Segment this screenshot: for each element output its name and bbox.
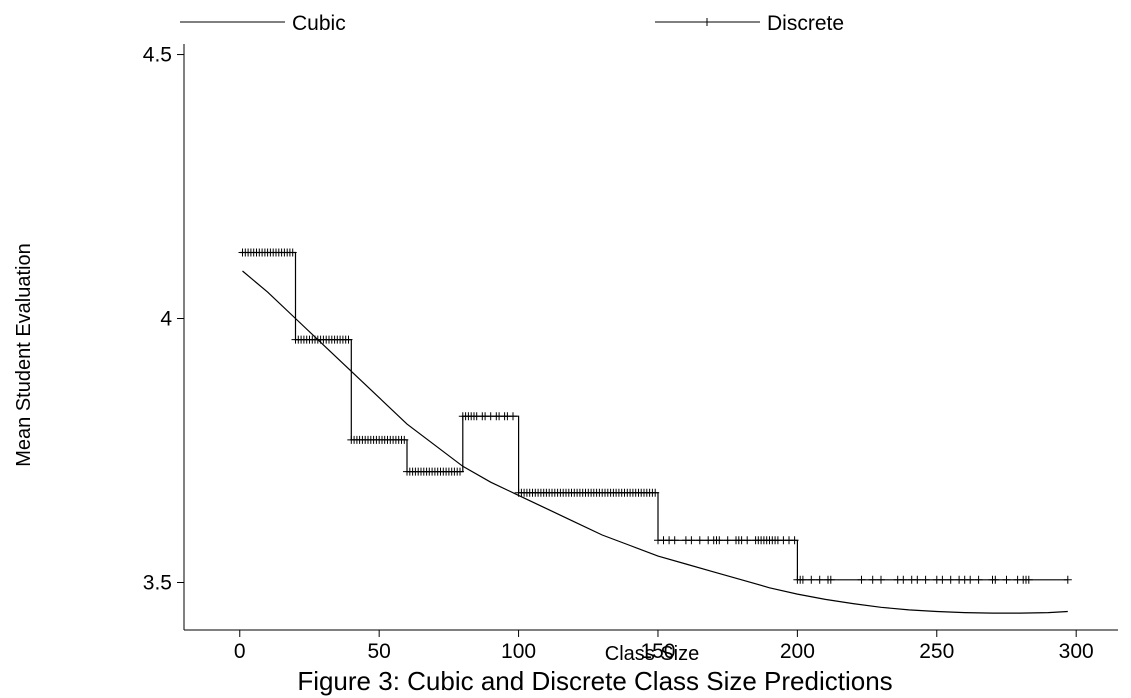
legend: Cubic Discrete xyxy=(180,12,844,35)
series-discrete-markers xyxy=(238,248,1072,584)
discrete-point xyxy=(857,575,866,584)
legend-discrete-swatch-marker xyxy=(703,18,711,26)
legend-cubic-label: Cubic xyxy=(292,12,346,35)
x-tick-label: 250 xyxy=(919,640,954,663)
discrete-point xyxy=(974,575,983,584)
y-ticks: 3.5 4 4.5 xyxy=(143,44,184,594)
x-axis-title: Class Size xyxy=(605,643,699,665)
discrete-point xyxy=(344,335,353,344)
legend-discrete-swatch xyxy=(655,18,760,26)
discrete-point xyxy=(790,536,799,545)
x-ticks: 0 50 100 150 200 250 300 xyxy=(234,630,1094,663)
discrete-point xyxy=(1063,575,1072,584)
series-cubic-line xyxy=(242,270,1068,614)
discrete-point xyxy=(946,575,955,584)
discrete-point xyxy=(991,575,1000,584)
discrete-point xyxy=(651,488,660,497)
discrete-point xyxy=(1002,575,1011,584)
x-tick-label: 150 xyxy=(640,640,675,663)
discrete-point xyxy=(670,536,679,545)
x-tick-label: 300 xyxy=(1059,640,1094,663)
y-tick-label: 3.5 xyxy=(143,571,172,594)
discrete-point xyxy=(1024,575,1033,584)
discrete-point xyxy=(798,575,807,584)
discrete-point xyxy=(921,575,930,584)
discrete-point xyxy=(687,536,696,545)
x-tick-label: 200 xyxy=(780,640,815,663)
discrete-point xyxy=(288,248,297,257)
discrete-point xyxy=(695,536,704,545)
discrete-point xyxy=(743,536,752,545)
figure-caption: Figure 3: Cubic and Discrete Class Size … xyxy=(297,666,892,696)
discrete-point xyxy=(723,536,732,545)
y-axis-title: Mean Student Evaluation xyxy=(13,243,35,467)
discrete-point xyxy=(868,575,877,584)
legend-discrete-label: Discrete xyxy=(767,12,844,35)
discrete-point xyxy=(899,575,908,584)
x-tick-label: 100 xyxy=(501,640,536,663)
x-tick-label: 50 xyxy=(367,640,390,663)
discrete-point xyxy=(807,575,816,584)
discrete-point xyxy=(877,575,885,584)
discrete-point xyxy=(715,536,724,545)
y-tick-label: 4.5 xyxy=(143,44,172,67)
discrete-point xyxy=(456,467,464,476)
x-tick-label: 0 xyxy=(234,640,246,663)
discrete-point xyxy=(966,575,975,584)
discrete-point xyxy=(509,412,517,421)
discrete-point xyxy=(913,575,922,584)
discrete-point xyxy=(815,575,824,584)
series-discrete-line xyxy=(239,251,1068,581)
discrete-point xyxy=(826,575,835,584)
discrete-point xyxy=(938,575,947,584)
y-tick-label: 4 xyxy=(160,308,172,331)
discrete-point xyxy=(400,435,409,444)
